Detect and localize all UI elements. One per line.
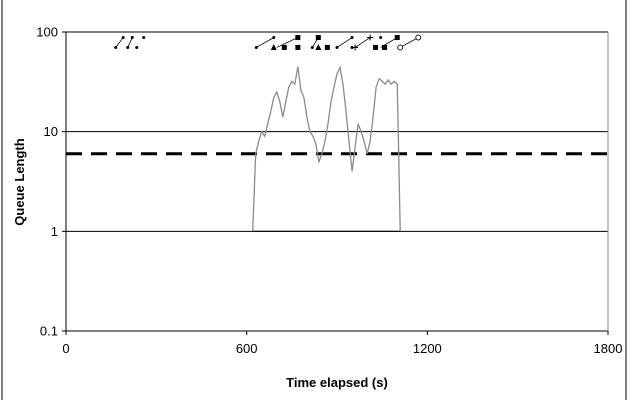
square-marker: [382, 44, 388, 50]
y-tick-label: 1: [51, 224, 58, 239]
cross-marker: [367, 34, 374, 41]
dot-marker: [142, 36, 146, 40]
circle-marker: [415, 34, 422, 41]
series-lines: [252, 65, 401, 232]
dot-marker: [121, 36, 125, 40]
square-marker: [295, 44, 301, 50]
y-tick-label: 100: [36, 25, 58, 40]
dot-marker: [126, 45, 130, 49]
queue-length-series-line: [252, 65, 401, 232]
y-tick-label: 10: [44, 124, 58, 139]
square-marker: [315, 35, 321, 41]
dot-marker: [135, 45, 139, 49]
square-marker: [373, 44, 379, 50]
x-tick-label: 600: [236, 341, 258, 356]
marker-link-line: [256, 37, 274, 48]
dot-marker: [310, 45, 314, 49]
marker-link-line: [400, 37, 419, 48]
cross-marker: [352, 44, 359, 51]
dot-marker: [272, 36, 276, 40]
x-tick-label: 0: [62, 341, 69, 356]
y-axis-title: Queue Length: [12, 138, 27, 225]
dot-marker: [254, 45, 258, 49]
triangle-marker: [270, 43, 277, 50]
dot-marker: [114, 45, 118, 49]
x-tick-label: 1200: [413, 341, 442, 356]
marker-link-line: [276, 37, 299, 48]
dot-marker: [350, 45, 354, 49]
x-axis-title: Time elapsed (s): [286, 375, 388, 390]
triangle-marker: [315, 43, 322, 50]
x-tick-label: 1800: [594, 341, 623, 356]
square-marker: [394, 35, 400, 41]
square-marker: [295, 35, 301, 41]
event-markers: [114, 34, 422, 51]
circle-marker: [397, 44, 404, 51]
marker-link-line: [127, 37, 133, 48]
dot-marker: [379, 36, 383, 40]
y-tick-label: 0.1: [40, 324, 58, 339]
marker-link-line: [336, 37, 353, 48]
dot-marker: [350, 36, 354, 40]
marker-link-line: [354, 37, 371, 48]
marker-link-line: [115, 37, 124, 48]
dot-marker: [335, 45, 339, 49]
dot-marker: [130, 36, 134, 40]
square-marker: [324, 44, 330, 50]
square-marker: [281, 44, 287, 50]
axis-ticks: 0.1 1 10 100 0 600 1200 1800: [36, 25, 622, 357]
gridlines: [66, 31, 608, 232]
